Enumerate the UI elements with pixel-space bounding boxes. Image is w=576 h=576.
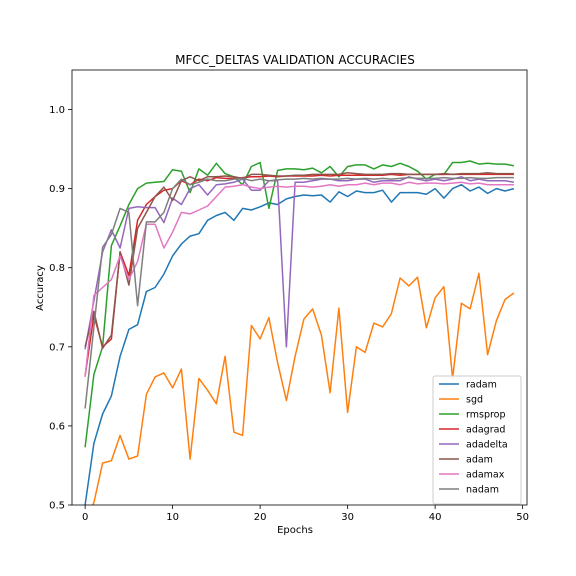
x-tick-label: 0	[82, 512, 88, 523]
series-line-radam	[84, 183, 515, 505]
x-tick-label: 10	[166, 512, 179, 523]
legend-label-adamax: adamax	[466, 470, 505, 481]
x-tick-label: 20	[254, 512, 267, 523]
y-tick-label: 0.6	[49, 421, 65, 432]
x-tick-label: 40	[429, 512, 442, 523]
y-tick-label: 0.9	[49, 184, 65, 195]
legend-label-rmsprop: rmsprop	[466, 410, 506, 421]
legend-label-adam: adam	[466, 455, 493, 466]
y-tick-label: 0.7	[49, 342, 65, 353]
y-tick-label: 1.0	[49, 105, 65, 116]
axes-layer: 0 10 20 30 40 50 0.5 0.6 0.7 0.8 0.9 1.0	[49, 69, 529, 523]
legend-label-sgd: sgd	[466, 395, 483, 406]
y-tick-label: 0.5	[49, 501, 65, 512]
series-line-adamax	[84, 181, 514, 377]
legend: radam sgd rmsprop adagrad adadelta adam adamax…	[432, 375, 522, 505]
legend-label-adagrad: adagrad	[466, 425, 505, 436]
legend-label-adadelta: adadelta	[466, 440, 508, 451]
y-tick-label: 0.8	[49, 263, 65, 274]
x-axis-label: Epochs	[277, 525, 313, 536]
legend-box	[432, 375, 522, 505]
legend-label-radam: radam	[466, 380, 497, 391]
series-line-sgd	[91, 272, 515, 505]
legend-label-nadam: nadam	[466, 485, 499, 496]
x-tick-label: 50	[516, 512, 529, 523]
series-line-adadelta	[84, 176, 515, 350]
x-tick-label: 30	[341, 512, 354, 523]
y-axis-label: Accuracy	[35, 265, 46, 311]
series-layer	[84, 160, 515, 505]
series-line-adam	[84, 172, 514, 350]
plot-frame	[71, 69, 528, 506]
series-line-nadam	[84, 176, 514, 409]
chart-title: MFCC_DELTAS VALIDATION ACCURACIES	[175, 53, 415, 67]
